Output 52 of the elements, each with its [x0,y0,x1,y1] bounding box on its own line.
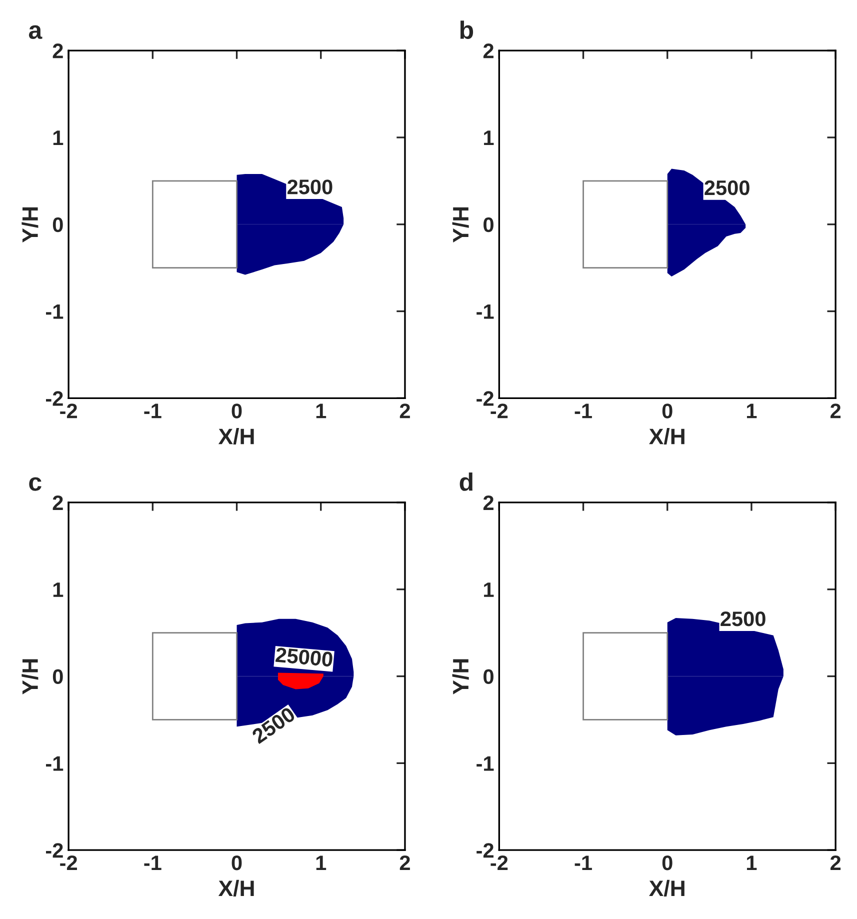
y-tick-label: 1 [53,582,64,597]
y-tick-label: 2 [52,495,63,510]
y-tick-label: -2 [476,843,494,858]
y-axis-title: Y/H [22,659,38,694]
y-tick-label: 1 [53,130,64,145]
y-tick-label: -2 [46,391,63,406]
x-tick-label: 0 [232,404,242,418]
x-tick-label: -1 [144,404,162,418]
annotation: 2500 [720,611,766,626]
x-tick-label: 0 [662,855,672,870]
chart-title: c [29,477,42,491]
x-tick-label: -1 [574,404,592,418]
y-tick-label: -2 [476,391,494,406]
annotation: 25000 [275,647,333,667]
x-axis-title: X/H [218,428,254,445]
x-tick-label: 1 [316,856,326,870]
y-axis-title: Y/H [452,207,469,242]
annotation: 2500 [287,180,332,194]
y-axis-title: Y/H [452,659,469,694]
y-axis-title: Y/H [22,207,38,242]
x-tick-label: 1 [746,856,757,870]
y-tick-label: 2 [483,495,494,510]
y-tick-label: 0 [52,217,63,232]
x-axis-title: X/H [218,880,254,896]
x-tick-label: 2 [830,404,841,418]
x-axis-title: X/H [649,428,684,445]
x-tick-label: 2 [830,855,841,870]
x-tick-label: 2 [400,404,410,418]
x-tick-label: 2 [400,855,410,870]
chart-title: b [460,20,474,39]
y-tick-label: -1 [46,756,64,771]
x-tick-label: 1 [316,404,326,418]
y-tick-label: 2 [52,44,63,58]
y-tick-label: -2 [46,843,63,858]
y-tick-label: 0 [484,217,494,232]
x-tick-label: 0 [232,855,242,870]
y-tick-label: 0 [52,669,63,684]
y-tick-label: 1 [484,582,494,597]
x-tick-label: 0 [662,404,672,418]
x-tick-label: 1 [746,404,757,418]
y-tick-label: -1 [476,304,494,319]
y-tick-label: -1 [476,756,494,771]
x-tick-label: -1 [574,856,592,870]
y-tick-label: 1 [484,130,494,145]
annotation: 2500 [704,180,750,196]
x-tick-label: -1 [144,856,162,870]
chart-title: d [460,472,472,491]
y-tick-label: 0 [484,669,494,684]
x-axis-title: X/H [649,880,684,896]
chart-title: a [28,25,42,39]
y-tick-label: 2 [483,44,494,58]
y-tick-label: -1 [46,304,64,319]
